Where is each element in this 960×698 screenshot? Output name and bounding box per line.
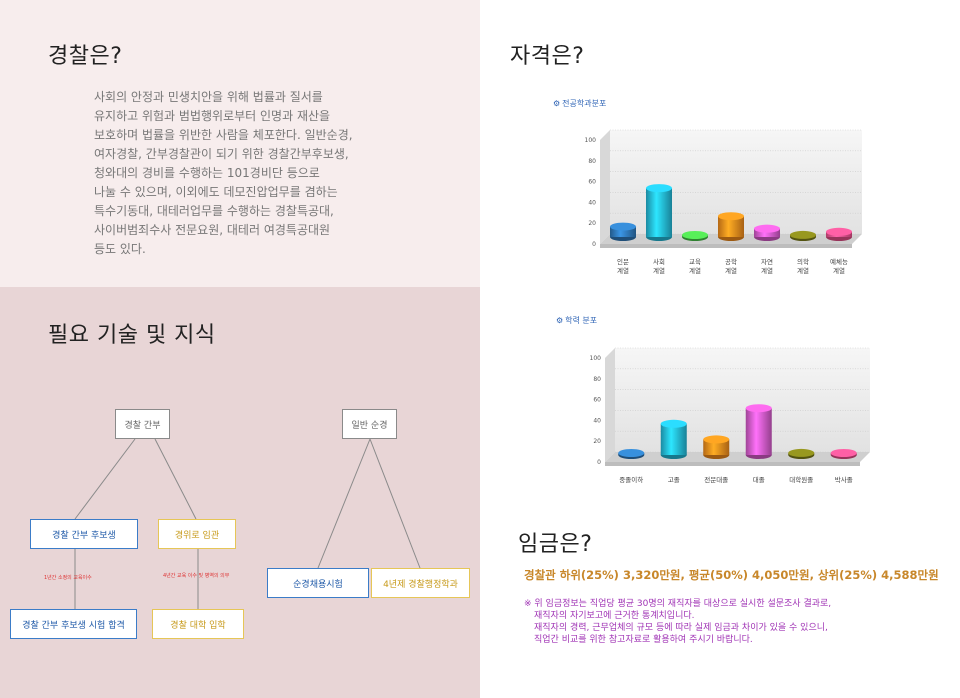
edge-note-education: 4년간 교육 이수 및 병역의 의무 [163, 573, 230, 579]
x-tick-label: 교육 계열 [689, 258, 701, 275]
x-tick-label: 박사졸 [834, 476, 853, 484]
x-tick-label: 예체능 계열 [830, 258, 848, 275]
bar-4 [754, 224, 780, 241]
bullet-icon: ⚙ [556, 316, 564, 325]
y-tick-label: 20 [588, 220, 596, 227]
y-tick-label: 40 [588, 199, 596, 206]
about-line: 유지하고 위험과 범법행위로부터 인명과 재산을 [94, 109, 331, 123]
about-title: 경찰은? [48, 44, 123, 69]
note-line: 재직자의 자기보고에 근거한 통계치입니다. [534, 611, 695, 621]
tree-node-patrol: 일반 순경 [342, 409, 397, 439]
about-line: 여자경찰, 간부경찰관이 되기 위한 경찰간부후보생, [94, 147, 349, 161]
x-tick-label: 의학 계열 [797, 258, 809, 275]
about-description: 사회의 안정과 민생치안을 위해 법률과 질서를 유지하고 위험과 범법행위로부… [94, 88, 394, 259]
y-tick-label: 0 [597, 459, 601, 466]
tree-node-lieutenant: 경위로 임관 [158, 519, 236, 549]
bar-4 [788, 448, 815, 459]
tree-node-officer-candidate: 경찰 간부 후보생 [30, 519, 138, 549]
connector-line [154, 438, 197, 520]
about-line: 등도 있다. [94, 242, 146, 256]
tree-node-recruit-exam: 순경채용시험 [267, 568, 369, 598]
x-tick-label: 대학원졸 [789, 476, 814, 484]
bar-0 [618, 449, 645, 459]
note-line: 재직자의 경력, 근무업체의 규모 등에 따라 실제 임금과 차이가 있을 수 … [534, 623, 828, 633]
y-tick-label: 40 [593, 417, 601, 424]
tree-node-officer: 경찰 간부 [115, 409, 170, 439]
y-tick-label: 100 [585, 137, 597, 144]
about-panel: 경찰은? 사회의 안정과 민생치안을 위해 법률과 질서를 유지하고 위험과 범… [0, 0, 480, 287]
y-tick-label: 20 [593, 438, 601, 445]
edge-note-training: 1년간 소정의 교육이수 [44, 575, 92, 581]
tree-node-police-university: 경찰 대학 입학 [152, 609, 244, 639]
y-tick-label: 0 [592, 241, 596, 248]
about-line: 보호하며 법률을 위반한 사람을 체포한다. 일반순경, [94, 128, 353, 142]
education-distribution-chart: 0 20 40 60 80 100 [590, 347, 870, 466]
right-panel: 자격은? 임금은? [480, 0, 960, 698]
x-tick-label: 대졸 [752, 476, 765, 484]
bar-3 [745, 404, 772, 459]
skills-panel: 필요 기술 및 지식 경찰 간부 일반 순경 경찰 간부 후보생 경위로 임관 … [0, 287, 480, 698]
x-tick-label: 중졸이하 [619, 476, 644, 484]
bar-2 [682, 231, 708, 241]
y-tick-label: 80 [588, 158, 596, 165]
y-tick-label: 100 [590, 355, 602, 362]
major-distribution-chart: 0 20 40 60 80 100 [585, 129, 862, 248]
bullet-icon: ⚙ [553, 99, 561, 108]
chart-title-education: ⚙ 학력 분포 [556, 315, 597, 326]
bar-1 [660, 419, 687, 459]
connector-line [317, 438, 371, 569]
about-line: 특수기동대, 대테러업무를 수행하는 경찰특공대, [94, 204, 334, 218]
connector-line [369, 438, 421, 569]
connector-line [74, 438, 136, 520]
bar-6 [826, 227, 852, 241]
bar-1 [646, 184, 672, 241]
about-line: 사회의 안정과 민생치안을 위해 법률과 질서를 [94, 90, 323, 104]
salary-summary: 경찰관 하위(25%) 3,320만원, 평균(50%) 4,050만원, 상위… [524, 568, 939, 582]
note-line: 직업간 비교를 위한 참고자료로 활용하여 주시기 바랍니다. [534, 635, 753, 645]
chart-title-text: 전공학과분포 [562, 99, 607, 108]
y-tick-label: 60 [593, 397, 601, 404]
bar-5 [790, 230, 816, 241]
salary-note: ※ 위 임금정보는 직업당 평균 30명의 재직자를 대상으로 실시한 설문조사… [524, 598, 831, 646]
x-tick-label: 전문대졸 [704, 476, 729, 484]
about-line: 청와대의 경비를 수행하는 101경비단 등으로 [94, 166, 320, 180]
y-tick-label: 80 [593, 376, 601, 383]
bar-3 [718, 212, 744, 241]
tree-node-police-admin-major: 4년제 경찰행정학과 [371, 568, 470, 598]
about-line: 나눌 수 있으며, 이외에도 데모진압업무를 겸하는 [94, 185, 338, 199]
bar-0 [610, 222, 636, 241]
x-tick-label: 공학 계열 [725, 258, 737, 275]
tree-connectors [74, 438, 421, 609]
bar-2 [703, 435, 730, 459]
bar-5 [830, 449, 857, 459]
qualification-title: 자격은? [510, 44, 585, 69]
x-tick-label: 자연 계열 [761, 258, 773, 275]
y-tick-label: 60 [588, 179, 596, 186]
x-tick-label: 사회 계열 [653, 258, 665, 275]
skills-title: 필요 기술 및 지식 [48, 323, 216, 348]
note-line: ※ 위 임금정보는 직업당 평균 30명의 재직자를 대상으로 실시한 설문조사… [524, 599, 832, 609]
salary-title: 임금은? [518, 532, 593, 557]
tree-node-candidate-exam: 경찰 간부 후보생 시험 합격 [10, 609, 137, 639]
x-tick-label: 고졸 [667, 476, 680, 484]
chart-title-text: 학력 분포 [565, 316, 598, 325]
about-line: 사이버범죄수사 전문요원, 대테러 여경특공대원 [94, 223, 331, 237]
x-tick-label: 인문 계열 [617, 258, 629, 275]
chart-title-major: ⚙ 전공학과분포 [553, 98, 606, 109]
